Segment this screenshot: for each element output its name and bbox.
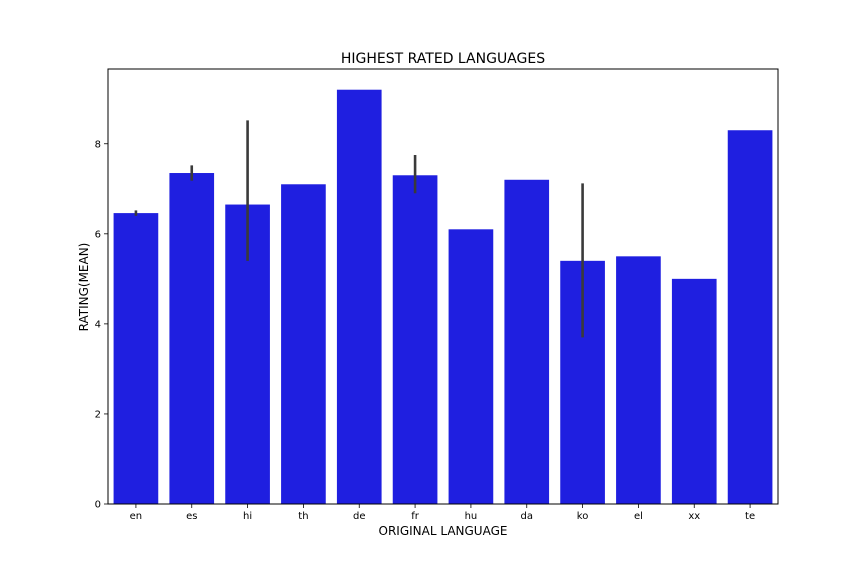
bars-group [113,89,773,505]
y-tick-label: 0 [95,500,101,511]
x-tick-label: es [186,511,197,522]
bar-te [727,130,773,504]
y-tick-label: 4 [95,319,101,330]
y-ticks-group: 0 2 4 6 8 [95,139,108,511]
x-tick-label: fr [411,511,420,522]
x-ticks-group: en es hi th de fr hu da ko el xx te [130,504,755,522]
x-tick-label: xx [688,511,700,522]
x-tick-label: hi [243,511,252,522]
plot-frame [107,68,779,505]
chart-title: HIGHEST RATED LANGUAGES [341,51,545,67]
bar-th [281,184,326,504]
x-tick-label: ko [577,511,589,522]
bar-en [113,213,159,505]
x-tick-label: th [298,511,308,522]
x-axis-label: ORIGINAL LANGUAGE [379,524,508,538]
bar-de [336,89,382,504]
bar-da [504,179,550,504]
x-tick-label: te [745,511,755,522]
bar-fr [392,175,438,504]
bar-hu [448,229,494,505]
error-bars-group [134,120,584,338]
y-axis-label: RATING(MEAN) [77,243,91,332]
bar-xx [671,278,717,504]
x-tick-label: el [634,511,643,522]
x-tick-label: da [521,511,533,522]
x-tick-label: en [130,511,143,522]
y-tick-label: 2 [95,409,101,420]
x-tick-label: de [353,511,366,522]
bar-el [616,256,661,504]
y-tick-label: 8 [95,139,101,150]
x-tick-label: hu [465,511,478,522]
y-tick-label: 6 [95,229,101,240]
bar-es [169,173,215,505]
